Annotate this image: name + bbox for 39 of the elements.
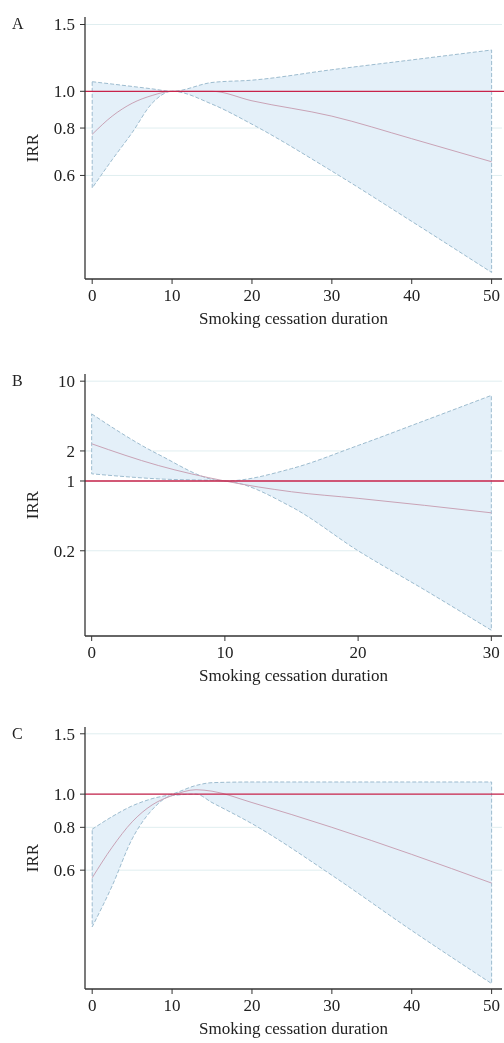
x-axis-title: Smoking cessation duration: [199, 1019, 389, 1038]
y-axis-title: IRR: [23, 133, 42, 163]
x-tick-label: 30: [323, 286, 341, 305]
y-tick-label: 2: [66, 441, 75, 461]
y-tick-label: 1.0: [53, 82, 75, 102]
y-tick-label: 10: [58, 372, 75, 392]
x-tick-label: 40: [403, 996, 421, 1015]
chart-title: A: [12, 15, 24, 32]
x-tick-label: 20: [243, 996, 261, 1015]
x-tick-label: 40: [403, 286, 421, 305]
x-tick-label: 20: [349, 643, 367, 662]
y-tick-label: 1.5: [53, 724, 75, 744]
y-tick-label: 1.0: [53, 785, 75, 805]
x-tick-label: 30: [482, 643, 500, 662]
line-series: [91, 789, 493, 884]
x-tick-label: 10: [216, 643, 234, 662]
x-tick-label: 20: [243, 286, 261, 305]
y-tick-label: 1: [66, 471, 75, 491]
x-tick-label: 50: [483, 286, 501, 305]
x-tick-label: 10: [163, 996, 181, 1015]
y-tick-label: 1.5: [53, 15, 75, 35]
x-tick-label: 0: [87, 286, 97, 305]
y-tick-label: 0.6: [53, 861, 75, 881]
y-tick-label: 0.6: [53, 166, 75, 186]
x-tick-label: 30: [323, 996, 341, 1015]
x-tick-label: 10: [163, 286, 181, 305]
line-series: [91, 443, 492, 514]
x-axis-title: Smoking cessation duration: [199, 666, 389, 685]
y-tick-label: 0.2: [53, 541, 75, 561]
x-tick-label: 0: [87, 996, 97, 1015]
chart-title: C: [12, 725, 23, 742]
chart-title: B: [12, 372, 23, 389]
x-tick-label: 0: [87, 643, 96, 662]
y-tick-label: 0.8: [53, 119, 75, 139]
y-axis-title: IRR: [23, 490, 42, 520]
y-axis-title: IRR: [23, 843, 42, 873]
x-tick-label: 50: [483, 996, 501, 1015]
x-axis-title: Smoking cessation duration: [199, 309, 389, 328]
y-tick-label: 0.8: [53, 818, 75, 838]
